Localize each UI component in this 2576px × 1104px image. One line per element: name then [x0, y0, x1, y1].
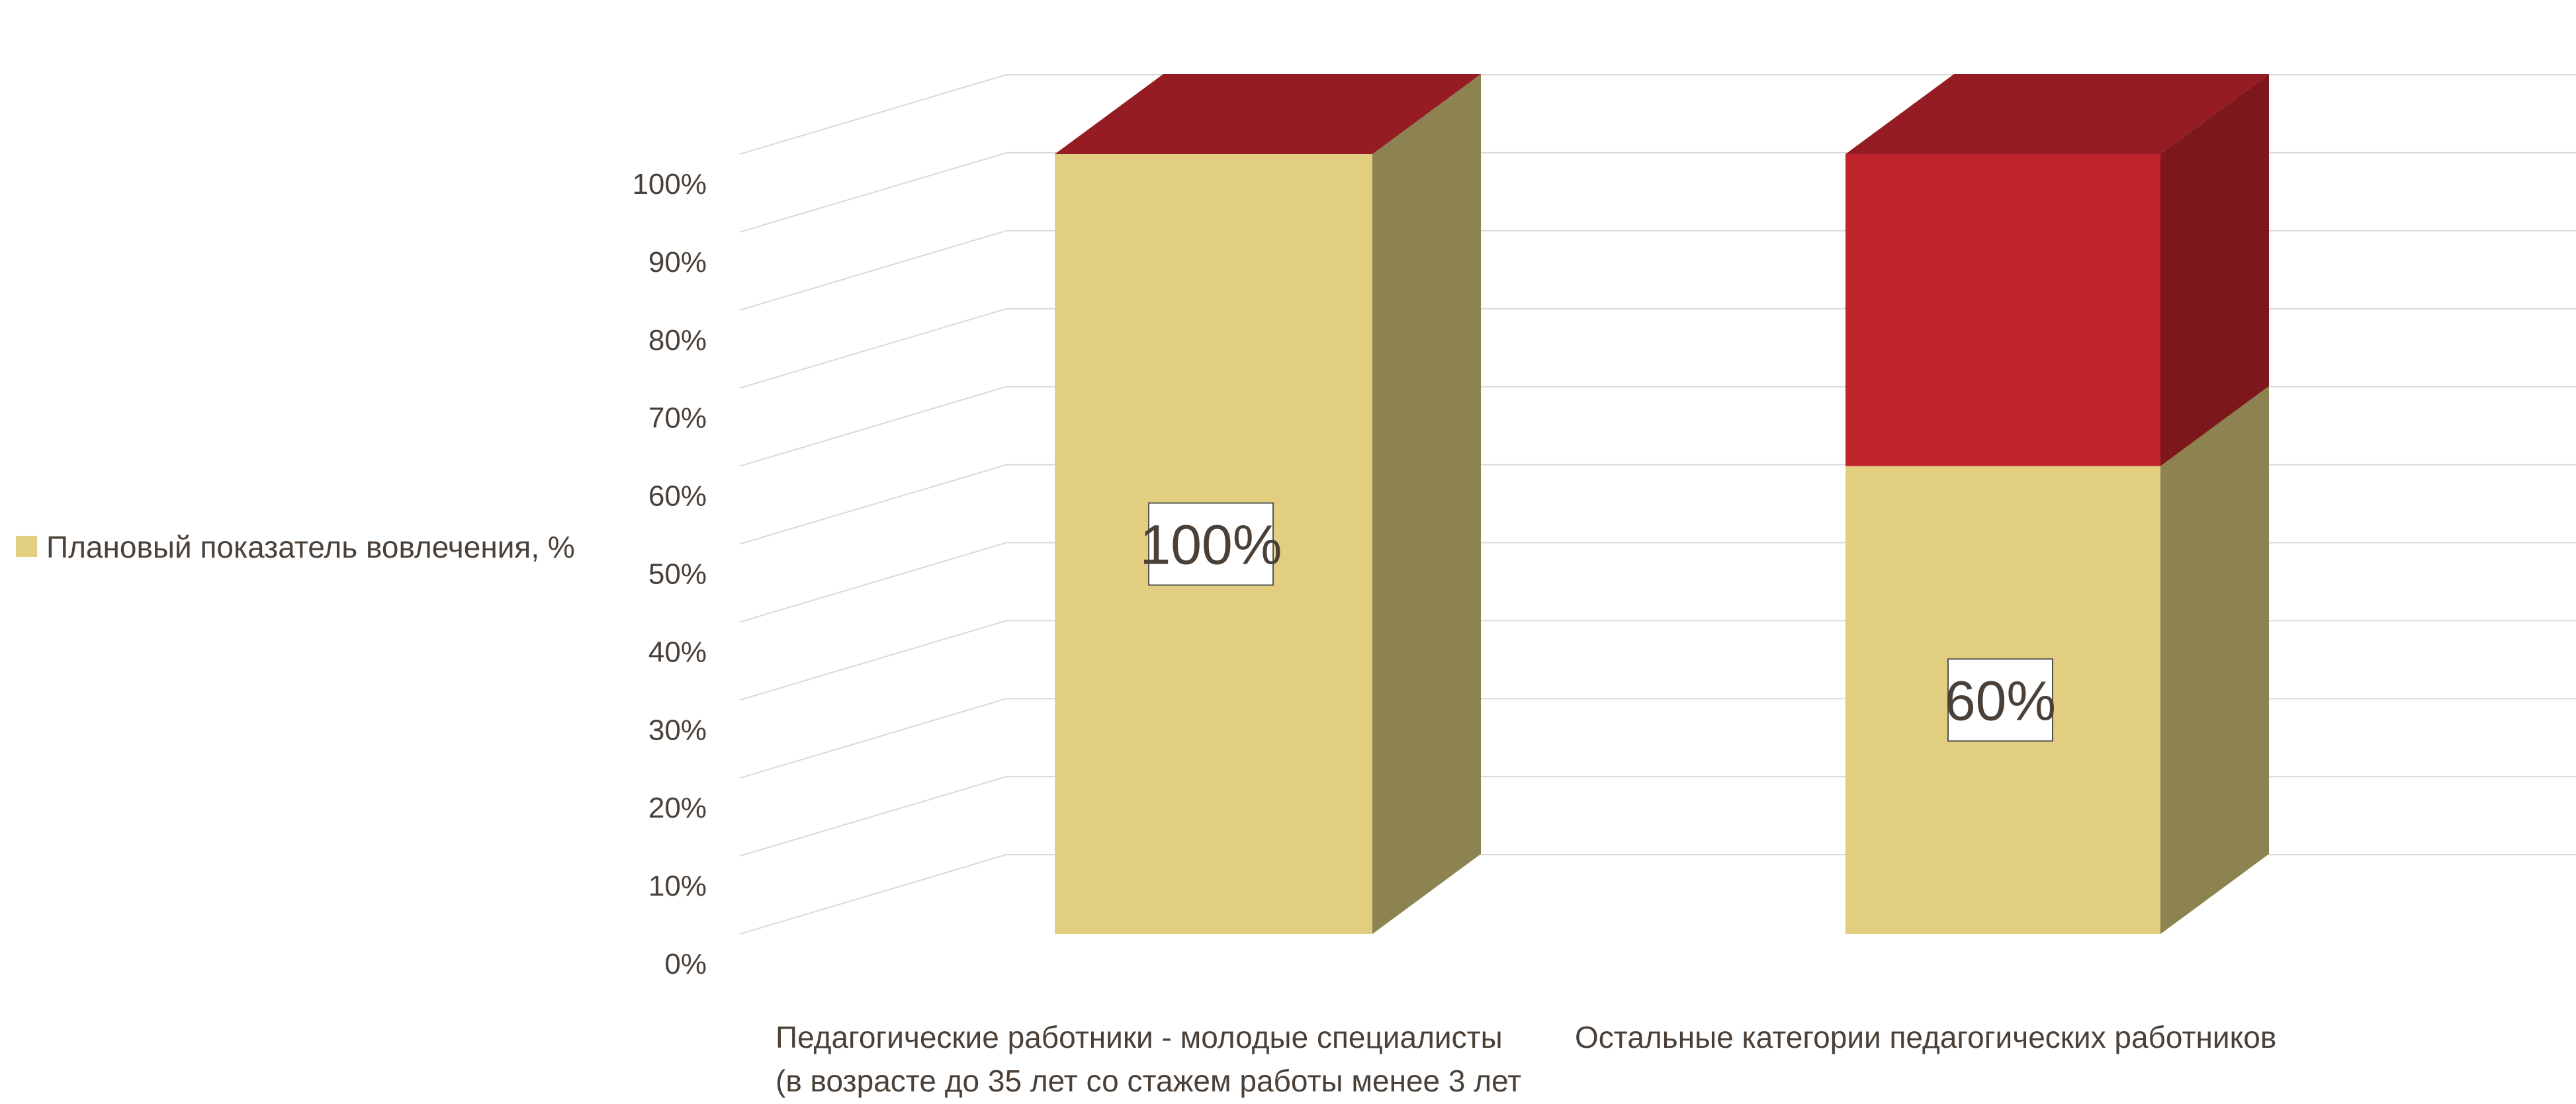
gridline-diagonal [739, 74, 1007, 155]
bars: 100% 60% [1055, 74, 2269, 934]
data-label-box [1947, 658, 2053, 742]
gridline-diagonal [739, 230, 1007, 311]
gridline-diagonal [739, 620, 1007, 701]
legend-swatch [16, 536, 37, 557]
x-category-label: Остальные категории педагогических работ… [1575, 1020, 2276, 1054]
legend-label: Плановый показатель вовлечения, % [46, 530, 575, 564]
data-label: 100% [1140, 514, 1282, 576]
gridline-diagonal [739, 854, 1007, 935]
data-label: 60% [1945, 669, 2056, 732]
bar-side [2160, 74, 2269, 466]
bar-top [1055, 74, 1481, 154]
gridlines [739, 74, 2576, 935]
y-tick-label: 100% [632, 168, 707, 200]
y-tick-label: 20% [648, 792, 707, 824]
y-axis-ticks: 0% 10% 20% 30% 40% 50% 60% 70% 80% 90% 100% [632, 168, 707, 980]
data-label-box [1148, 502, 1274, 586]
y-tick-label: 80% [648, 324, 707, 357]
y-tick-label: 70% [648, 402, 707, 435]
bar-side [2160, 386, 2269, 934]
gridline-diagonal [739, 542, 1007, 623]
gridline-diagonal [739, 151, 1007, 233]
y-tick-label: 0% [664, 948, 707, 980]
y-tick-label: 90% [648, 246, 707, 278]
x-axis-categories: Педагогические работники - молодые специ… [776, 1020, 2276, 1098]
y-tick-label: 60% [648, 480, 707, 513]
bar [1845, 154, 2160, 466]
gridline-diagonal [739, 308, 1007, 389]
legend: Плановый показатель вовлечения, % [16, 530, 575, 564]
bar-side [1372, 74, 1481, 934]
gridline-diagonal [739, 386, 1007, 467]
x-category-label: (в возрасте до 35 лет со стажем работы м… [776, 1064, 1521, 1098]
y-tick-label: 30% [648, 714, 707, 746]
gridline-diagonal [739, 698, 1007, 779]
y-tick-label: 50% [648, 558, 707, 591]
bar-top [1845, 74, 2269, 154]
x-category-label: Педагогические работники - молодые специ… [776, 1020, 1503, 1054]
gridline-diagonal [739, 464, 1007, 545]
y-tick-label: 10% [648, 870, 707, 902]
y-tick-label: 40% [648, 636, 707, 668]
gridline-diagonal [739, 776, 1007, 857]
